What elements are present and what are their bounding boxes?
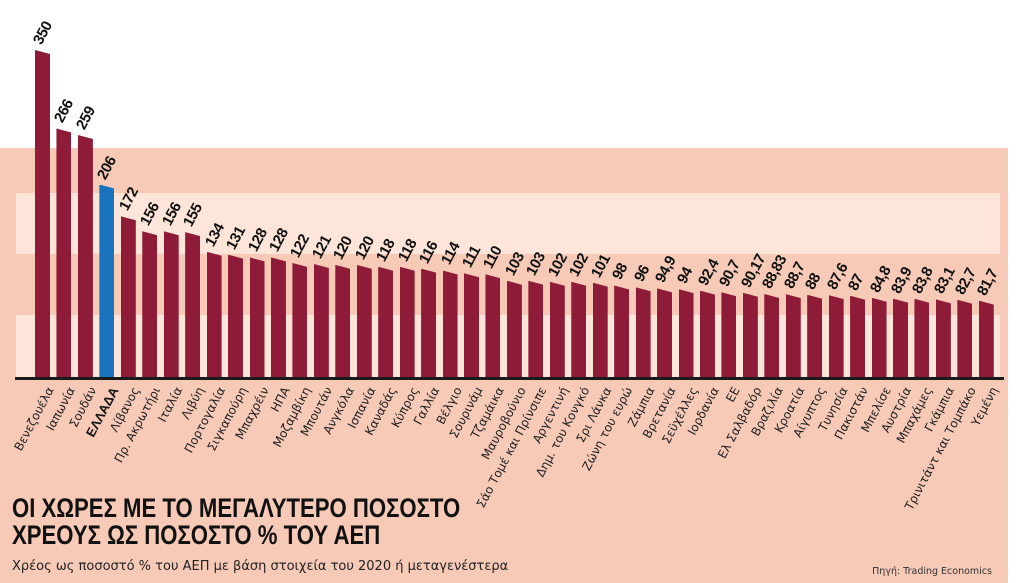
bar	[228, 254, 244, 377]
value-label: 101	[587, 251, 614, 281]
bar	[163, 231, 179, 377]
bar	[442, 270, 458, 377]
bar	[978, 300, 994, 377]
bar	[657, 288, 673, 377]
bar	[764, 294, 780, 377]
value-label: 155	[180, 200, 207, 230]
bar	[807, 294, 823, 377]
bar	[828, 295, 844, 377]
value-label: 84,8	[866, 263, 895, 296]
bar	[142, 231, 158, 377]
bar	[549, 281, 565, 377]
bar	[421, 268, 437, 377]
value-label: 156	[137, 199, 164, 229]
value-label: 87,6	[823, 260, 852, 293]
bar	[56, 128, 72, 377]
title-line-1: ΟΙ ΧΩΡΕΣ ΜΕ ΤΟ ΜΕΓΑΛΥΤΕΡΟ ΠΟΣΟΣΤΟ	[12, 493, 461, 523]
bar	[742, 292, 758, 377]
value-label: 350	[29, 18, 56, 48]
bar	[464, 273, 479, 377]
bar	[893, 298, 908, 377]
bar	[313, 263, 329, 377]
value-label: 94,9	[651, 253, 680, 286]
value-label: 96	[630, 262, 653, 285]
value-label: 87	[844, 271, 868, 294]
value-label: 172	[115, 185, 142, 214]
value-label: 156	[158, 199, 185, 229]
value-label: 259	[72, 103, 99, 133]
background-band	[16, 193, 1000, 254]
value-label: 121	[308, 232, 335, 262]
value-label: 110	[480, 243, 506, 272]
value-label: 81,7	[973, 266, 1002, 299]
bar	[356, 264, 372, 377]
value-label: 98	[609, 261, 632, 283]
value-label: 102	[566, 250, 593, 280]
value-label: 103	[501, 249, 528, 279]
bar	[335, 264, 351, 377]
bar	[935, 299, 951, 377]
bar	[699, 290, 715, 377]
bar	[678, 289, 694, 377]
value-label: 120	[351, 233, 378, 263]
value-label: 120	[330, 233, 357, 263]
bar	[77, 135, 93, 377]
value-label: 88	[802, 270, 825, 293]
bar	[292, 263, 308, 377]
value-label: 83,8	[909, 264, 938, 297]
bar	[99, 184, 115, 377]
bar	[506, 280, 522, 377]
bar	[185, 232, 201, 377]
bar	[485, 274, 501, 377]
bar	[35, 50, 50, 377]
bar	[206, 251, 222, 377]
x-axis-baseline	[15, 377, 1004, 380]
value-label: 83,9	[887, 264, 916, 297]
value-label: 94	[673, 264, 696, 287]
bar	[571, 281, 587, 377]
chart-title: ΟΙ ΧΩΡΕΣ ΜΕ ΤΟ ΜΕΓΑΛΥΤΕΡΟ ΠΟΣΟΣΤΟ ΧΡΕΟΥΣ…	[12, 495, 460, 549]
bar	[592, 282, 608, 377]
value-label: 114	[437, 239, 464, 268]
category-label: ΕΕ	[723, 384, 744, 405]
title-line-2: ΧΡΕΟΥΣ ΩΣ ΠΟΣΟΣΤΟ % ΤΟΥ ΑΕΠ	[12, 520, 381, 550]
bar	[850, 295, 866, 377]
value-label: 206	[94, 153, 121, 183]
bar	[528, 280, 544, 377]
bar	[249, 257, 265, 377]
value-label: 116	[415, 238, 442, 267]
value-label: 266	[51, 97, 78, 126]
bar	[378, 266, 394, 377]
bar	[635, 287, 651, 377]
bar	[785, 294, 801, 377]
value-label: 102	[544, 250, 571, 280]
bar	[871, 297, 887, 377]
chart-subtitle: Χρέος ως ποσοστό % του ΑΕΠ με βάση στοιχ…	[12, 559, 509, 574]
bar	[914, 298, 930, 377]
value-label: 103	[523, 249, 550, 279]
value-label: 83,1	[930, 264, 959, 297]
value-label: 118	[394, 236, 421, 265]
bar	[721, 292, 737, 377]
bar	[399, 266, 415, 377]
bar	[957, 299, 973, 377]
bar	[270, 257, 286, 377]
bar	[614, 285, 630, 377]
bar	[120, 216, 136, 377]
value-label: 122	[287, 231, 314, 261]
value-label: 82,7	[952, 265, 980, 298]
source-note: Πηγή: Trading Economics	[872, 566, 992, 577]
